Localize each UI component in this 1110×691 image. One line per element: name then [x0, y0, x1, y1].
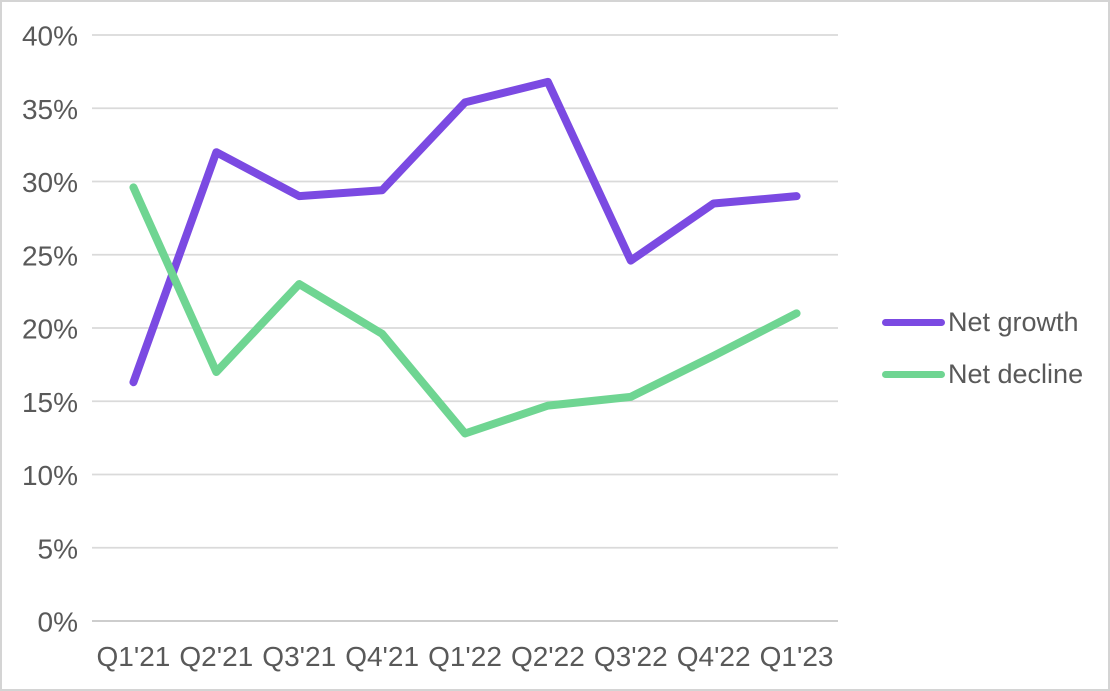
y-tick-label: 5%: [38, 533, 78, 564]
y-tick-label: 35%: [22, 94, 78, 125]
y-tick-label: 20%: [22, 314, 78, 345]
series-line-net-decline[interactable]: [129, 183, 801, 438]
x-tick-label: Q4'21: [345, 641, 419, 672]
x-tick-label: Q1'23: [760, 641, 834, 672]
legend: Net growth Net decline: [882, 296, 1083, 400]
x-tick-label: Q2'21: [179, 641, 253, 672]
y-tick-label: 15%: [22, 387, 78, 418]
x-tick-label: Q3'21: [262, 641, 336, 672]
x-tick-label: Q1'21: [97, 641, 171, 672]
y-tick-label: 10%: [22, 460, 78, 491]
x-tick-label: Q2'22: [511, 641, 585, 672]
x-tick-label: Q4'22: [677, 641, 751, 672]
legend-label-net-growth: Net growth: [948, 306, 1079, 337]
net-decline-line-swatch: [882, 370, 945, 378]
y-tick-label: 30%: [22, 167, 78, 198]
y-tick-label: 25%: [22, 240, 78, 271]
net-growth-line-swatch: [882, 318, 945, 326]
series-line-net-growth[interactable]: [129, 77, 801, 387]
legend-item-net-decline[interactable]: Net decline: [882, 348, 1083, 400]
x-tick-label: Q1'22: [428, 641, 502, 672]
y-tick-label: 40%: [22, 21, 78, 52]
x-tick-label: Q3'22: [594, 641, 668, 672]
legend-item-net-growth[interactable]: Net growth: [882, 296, 1083, 348]
legend-label-net-decline: Net decline: [948, 358, 1084, 389]
y-tick-label: 0%: [38, 607, 78, 638]
